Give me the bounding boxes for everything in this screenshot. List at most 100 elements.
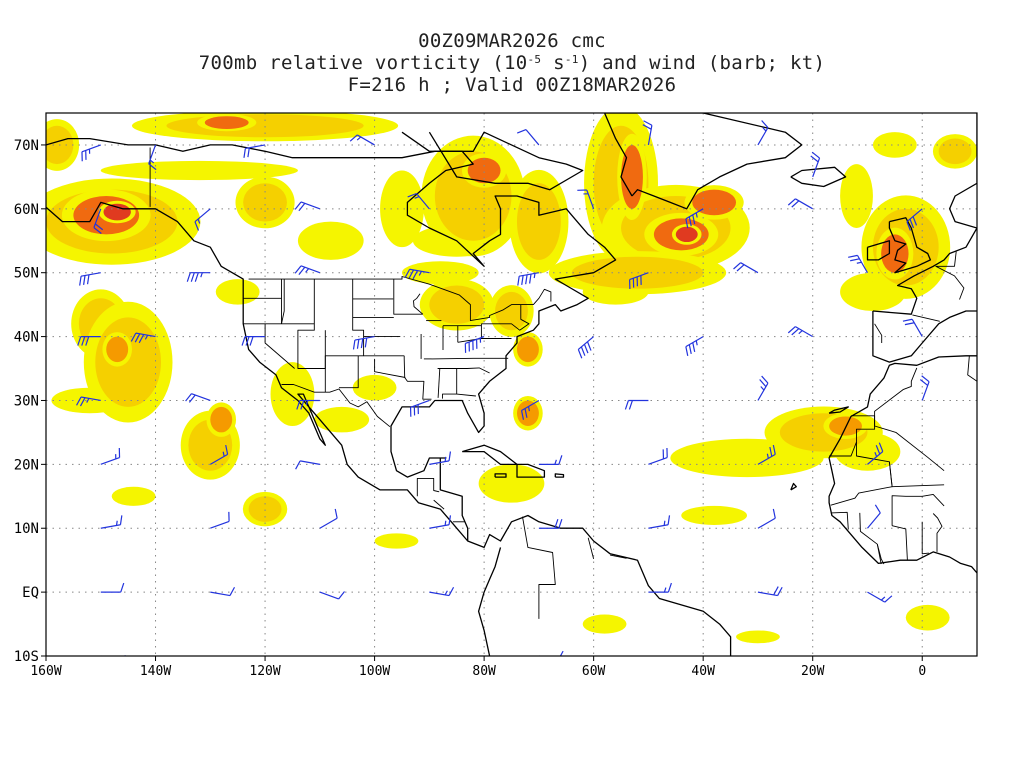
- border-line: [935, 251, 965, 300]
- border-line: [413, 293, 424, 315]
- wind-barb: [685, 336, 704, 357]
- wind-barb: [210, 586, 236, 597]
- lon-tick-label: 100W: [359, 664, 390, 679]
- wind-barb: [407, 192, 430, 210]
- border-line: [264, 323, 295, 369]
- coastline: [872, 113, 977, 315]
- wind-barb: [319, 591, 345, 600]
- lat-tick-label: 30N: [14, 393, 39, 409]
- wind-barb: [919, 375, 930, 401]
- lon-tick-label: 120W: [249, 664, 280, 679]
- wind-barb: [906, 208, 923, 231]
- wind-barb: [757, 444, 776, 465]
- title-line-2-part-a: 700mb relative vorticity (10: [198, 52, 528, 74]
- wind-barb: [516, 129, 540, 146]
- border-line: [431, 357, 509, 360]
- lat-tick-label: EQ: [22, 585, 39, 601]
- political-borders: [149, 147, 977, 619]
- wind-barb: [194, 208, 211, 231]
- border-line: [522, 516, 556, 619]
- lat-tick-label: 10S: [14, 649, 39, 665]
- wind-barb: [186, 272, 211, 282]
- axis-ticks: 160W 140W 120W 100W 80W 60W 40W 20W 0 70N 60N 50N 40…: [14, 138, 926, 679]
- coastline: [494, 473, 507, 478]
- border-line: [888, 461, 945, 488]
- wind-barb: [148, 144, 157, 171]
- lon-tick-label: 20W: [801, 664, 825, 679]
- lat-tick-label: 70N: [14, 138, 39, 154]
- border-line: [437, 367, 490, 374]
- coastline: [866, 240, 891, 261]
- vorticity-area: [905, 604, 950, 631]
- coastline: [828, 355, 977, 574]
- coastline: [401, 131, 584, 191]
- border-line: [932, 513, 943, 552]
- wind-barb: [185, 393, 211, 403]
- wind-barb: [295, 460, 320, 470]
- vorticity-area: [478, 464, 545, 503]
- vorticity-area: [401, 261, 479, 285]
- wind-barb: [629, 272, 649, 290]
- vorticity-area: [829, 416, 862, 436]
- wind-barb: [404, 268, 430, 280]
- border-line: [393, 279, 423, 315]
- vorticity-area: [314, 406, 370, 433]
- border-line: [403, 355, 432, 400]
- vorticity-area: [582, 614, 627, 634]
- border-line: [481, 304, 530, 331]
- wind-barb: [241, 335, 266, 346]
- wind-barb: [349, 134, 375, 146]
- border-line: [587, 537, 595, 560]
- coastline: [477, 547, 502, 656]
- wind-barb: [517, 272, 539, 286]
- wind-barb: [685, 208, 704, 229]
- coastline: [888, 217, 932, 274]
- wind-barb: [624, 399, 649, 410]
- wind-barb: [538, 455, 563, 465]
- vorticity-area: [248, 496, 282, 522]
- title-line-2: 700mb relative vorticity (10-5 s-1) and …: [0, 52, 1024, 74]
- wind-barb: [243, 144, 266, 158]
- title-exponent-1: -5: [527, 53, 542, 66]
- wind-barb: [296, 399, 320, 410]
- wind-barb: [294, 265, 321, 276]
- border-line: [610, 554, 627, 559]
- lat-tick-label: 50N: [14, 266, 39, 282]
- wind-barb: [538, 650, 564, 656]
- vorticity-area: [516, 400, 539, 427]
- wind-barb: [76, 396, 101, 407]
- vorticity-area: [429, 285, 485, 324]
- wind-barb: [130, 332, 156, 344]
- wind-barb: [100, 448, 121, 465]
- vorticity-area: [621, 144, 643, 209]
- coastline: [516, 463, 546, 478]
- lon-tick-label: 0: [918, 664, 926, 679]
- wind-barb: [848, 254, 868, 274]
- border-line: [456, 393, 476, 397]
- border-line: [859, 512, 882, 565]
- lon-tick-label: 60W: [582, 664, 606, 679]
- lat-tick-label: 20N: [14, 457, 39, 473]
- wind-barb: [648, 582, 672, 593]
- wind-barb: [429, 586, 455, 597]
- wind-barbs: [76, 120, 930, 656]
- wind-barb: [577, 336, 595, 359]
- title-line-2-part-b: s: [541, 52, 565, 74]
- vorticity-area: [872, 132, 917, 158]
- vorticity-area: [352, 374, 397, 401]
- wind-barb: [867, 591, 893, 603]
- border-line: [339, 355, 359, 389]
- wind-barb: [757, 375, 769, 401]
- vorticity-area: [270, 362, 315, 427]
- border-line: [912, 314, 940, 322]
- wind-barb: [210, 511, 230, 529]
- border-line: [437, 368, 441, 398]
- border-line: [921, 521, 929, 555]
- vorticity-area: [516, 183, 561, 260]
- wind-barb: [642, 120, 653, 146]
- wind-barb: [77, 335, 101, 346]
- vorticity-area: [840, 164, 873, 228]
- coastline: [46, 201, 732, 656]
- coastline: [790, 166, 847, 188]
- vorticity-area: [675, 226, 698, 243]
